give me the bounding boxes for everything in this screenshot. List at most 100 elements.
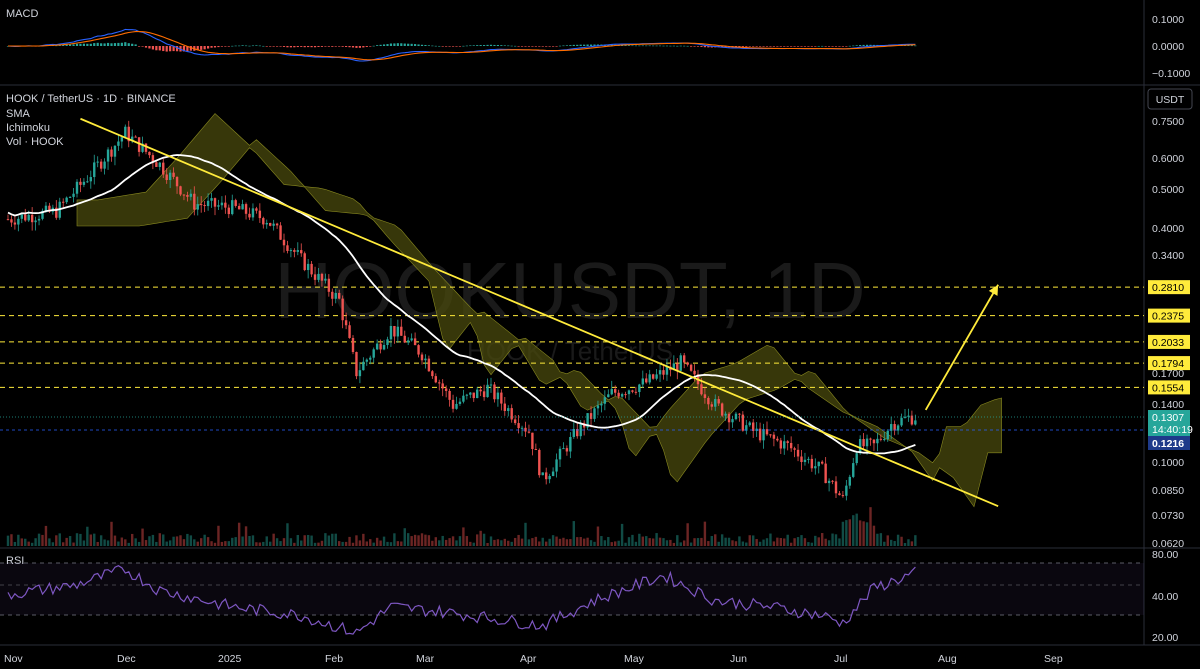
macd-histogram-bar [172, 46, 175, 52]
macd-histogram-bar [386, 44, 389, 46]
volume-bar [758, 541, 762, 546]
candle-body [513, 419, 517, 424]
volume-bar [375, 537, 379, 546]
volume-bar [841, 521, 845, 546]
macd-histogram-bar [293, 46, 296, 48]
candle-body [10, 219, 13, 223]
macd-histogram-bar [538, 46, 541, 47]
macd-histogram-bar [144, 46, 148, 48]
candle-body [137, 137, 141, 152]
macd-histogram-bar [362, 46, 365, 48]
candle-body [134, 136, 137, 138]
target-arrow-line[interactable] [924, 284, 999, 411]
macd-histogram-bar [210, 46, 213, 48]
volume-bar [148, 536, 151, 546]
macd-histogram-bar [821, 45, 824, 47]
volume-bar [217, 525, 220, 546]
candle-body [258, 210, 262, 219]
volume-bar [175, 536, 179, 546]
level-badge [1148, 334, 1190, 349]
candle-body [779, 440, 782, 449]
volume-bar [883, 541, 886, 546]
candle-body [624, 394, 627, 396]
volume-bar [603, 540, 607, 546]
macd-histogram-bar [317, 46, 320, 47]
candle-body [344, 320, 348, 326]
volume-bar [137, 541, 141, 546]
indicator-ichimoku[interactable]: Ichimoku [6, 122, 50, 134]
volume-bar [507, 540, 510, 546]
volume-bar [672, 542, 676, 546]
macd-histogram-bar [86, 43, 89, 46]
candle-body [438, 382, 441, 384]
candle-body [407, 340, 410, 343]
volume-bar [872, 525, 876, 546]
candle-body [738, 413, 741, 415]
macd-histogram-bar [828, 46, 831, 47]
macd-histogram-bar [638, 45, 641, 47]
macd-histogram-bar [227, 46, 230, 47]
candle-body [200, 204, 203, 206]
trendline[interactable] [80, 117, 999, 508]
candle-body [551, 471, 555, 476]
candle-body [672, 363, 676, 371]
volume-bar [907, 539, 910, 546]
volume-bar [79, 533, 82, 546]
macd-histogram-bar [745, 46, 748, 47]
macd-histogram-bar [427, 45, 430, 46]
candle-body [520, 427, 524, 429]
macd-histogram-bar [224, 46, 227, 47]
macd-histogram-bar [479, 45, 482, 46]
volume-bar [68, 536, 72, 546]
volume-bar [783, 538, 786, 546]
macd-histogram-bar [558, 45, 562, 47]
macd-histogram-bar [738, 46, 741, 47]
volume-bar [189, 535, 193, 546]
candle-body [752, 422, 755, 431]
volume-bar [396, 541, 400, 546]
candle-body [807, 458, 810, 460]
candle-body [762, 429, 765, 441]
indicator-sma[interactable]: SMA [6, 108, 31, 120]
candle-body [596, 405, 600, 409]
candle-body [810, 458, 814, 469]
price-tick: 0.0730 [1152, 510, 1184, 522]
candle-body [427, 358, 431, 372]
macd-histogram-bar [741, 46, 744, 47]
indicator-volume[interactable]: Vol · HOOK [6, 136, 64, 148]
currency-button[interactable] [1147, 88, 1193, 110]
volume-bar [255, 542, 258, 546]
candle-body [893, 424, 896, 431]
volume-bar [341, 541, 344, 546]
candle-body [341, 298, 344, 321]
macd-histogram-bar [75, 43, 79, 46]
candle-body [210, 198, 213, 201]
volume-bar [693, 538, 696, 546]
candle-body [503, 403, 506, 411]
price-axis[interactable]: 0.7500 0.6000 0.5000 0.4000 0.3400 0.170… [1152, 116, 1184, 550]
candle-body [890, 424, 893, 431]
time-axis[interactable]: Nov Dec 2025 Feb Mar Apr May Jun Jul Aug Sep [4, 653, 1063, 665]
symbol-title[interactable]: HOOK / TetherUS · 1D · BINANCE [6, 93, 176, 105]
candle-body [486, 384, 489, 398]
candle-body [648, 374, 651, 383]
volume-bar [793, 538, 796, 546]
candle-body [510, 408, 513, 420]
macd-histogram-bar [65, 44, 68, 46]
target-arrow[interactable] [924, 284, 999, 411]
macd-histogram-bar [231, 45, 234, 47]
candle-body [803, 459, 807, 463]
macd-histogram-bar [369, 46, 372, 47]
volume-bar [827, 540, 831, 546]
macd-histogram-bar [217, 46, 220, 48]
macd-histogram-bar [72, 44, 75, 46]
volume-bar [469, 541, 472, 546]
macd-histogram-bar [496, 44, 499, 46]
candle-body [524, 427, 527, 432]
volume-bar [869, 507, 872, 546]
volume-bar [306, 534, 310, 546]
time-tick: Mar [416, 653, 435, 665]
macd-histogram-bar [865, 44, 869, 46]
volume-bar [803, 538, 807, 546]
